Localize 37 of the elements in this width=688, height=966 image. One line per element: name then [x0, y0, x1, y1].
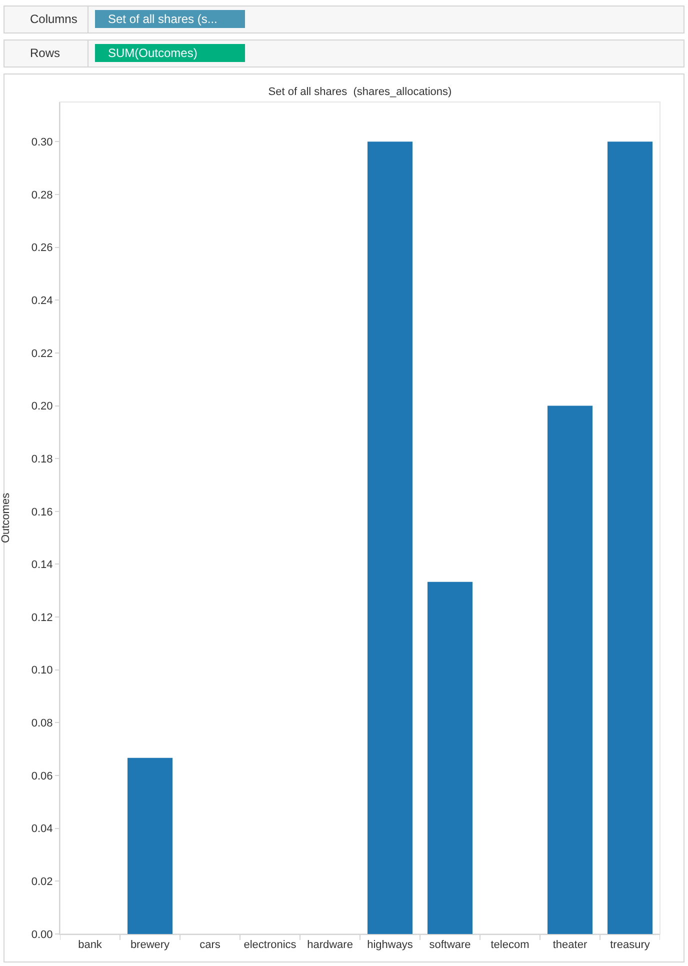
x-tick-label: highways [367, 939, 414, 952]
y-tick-label: 0.02 [31, 876, 53, 888]
y-tick-label: 0.20 [31, 400, 53, 413]
x-tick-label: telecom [490, 939, 530, 952]
y-tick-label: 0.22 [31, 348, 53, 360]
y-tick-label: 0.00 [31, 928, 53, 941]
chart-title: Set of all shares (shares_allocations) [268, 86, 452, 98]
y-tick-label: 0.04 [31, 823, 53, 836]
y-axis-title: Outcomes [0, 492, 12, 544]
y-tick-label: 0.10 [31, 664, 53, 677]
y-tick-label: 0.08 [31, 718, 53, 730]
y-tick-label: 0.30 [31, 136, 53, 148]
x-tick-label: software [429, 939, 471, 952]
text: SUM(Outcomes) [108, 46, 198, 60]
bar [128, 758, 172, 934]
text: Columns [30, 12, 78, 26]
bar [428, 582, 472, 934]
bar [548, 406, 592, 934]
text: Rows [30, 46, 60, 60]
y-tick-label: 0.16 [31, 506, 53, 518]
x-tick-label: cars [200, 939, 221, 952]
x-tick-label: treasury [610, 939, 650, 952]
y-tick-label: 0.28 [31, 189, 53, 202]
y-tick-label: 0.14 [31, 559, 53, 572]
x-tick-label: brewery [130, 939, 170, 952]
text: Set of all shares (s... [108, 12, 218, 26]
x-tick-label: hardware [307, 939, 353, 952]
y-tick-label: 0.18 [31, 453, 53, 466]
bar [368, 142, 412, 934]
y-tick-label: 0.24 [31, 294, 53, 307]
y-tick-label: 0.06 [31, 770, 53, 782]
x-tick-label: electronics [244, 939, 297, 952]
y-tick-label: 0.26 [31, 242, 53, 254]
y-tick-label: 0.12 [31, 612, 53, 624]
x-tick-label: theater [552, 939, 588, 952]
bar [608, 142, 652, 934]
x-tick-label: bank [78, 939, 102, 952]
